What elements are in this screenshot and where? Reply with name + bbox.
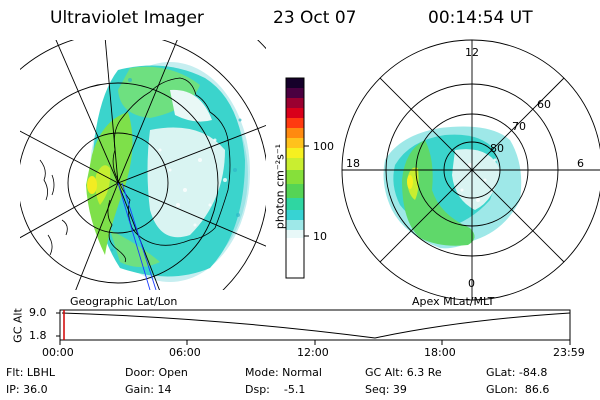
xtick-2359: 23:59 — [553, 346, 585, 359]
info-gc-alt: GC Alt: 6.3 Re — [365, 366, 442, 379]
mlt-label-18: 18 — [346, 157, 360, 170]
colorbar — [285, 77, 309, 279]
altitude-ytick-low: 1.8 — [29, 329, 47, 342]
lat-label-60: 60 — [537, 98, 551, 111]
info-gain: Gain: 14 — [125, 383, 172, 396]
info-door: Door: Open — [125, 366, 188, 379]
polar-image — [341, 39, 600, 301]
info-ip: IP: 36.0 — [6, 383, 48, 396]
info-dsp: Dsp: -5.1 — [245, 383, 306, 396]
xtick-0600: 06:00 — [169, 346, 201, 359]
date-label: 23 Oct 07 — [273, 8, 357, 28]
xtick-1200: 12:00 — [297, 346, 329, 359]
time-label: 00:14:54 UT — [428, 8, 533, 28]
geographic-image — [20, 40, 266, 290]
lat-label-80: 80 — [490, 142, 504, 155]
info-glon: GLon: 86.6 — [486, 383, 550, 396]
mlt-label-12: 12 — [465, 46, 479, 59]
geographic-label: Geographic Lat/Lon — [70, 295, 178, 308]
info-flt: Flt: LBHL — [6, 366, 55, 379]
colorbar-tick-100: 100 — [313, 140, 334, 153]
apex-label: Apex MLat/MLT — [412, 295, 495, 308]
info-glat: GLat: -84.8 — [486, 366, 548, 379]
xtick-1800: 18:00 — [424, 346, 456, 359]
xtick-0000: 00:00 — [42, 346, 74, 359]
mlt-label-0: 0 — [468, 277, 475, 290]
instrument-title: Ultraviolet Imager — [50, 8, 204, 28]
colorbar-tick-10: 10 — [313, 230, 327, 243]
colorbar-unit-label: photon cm⁻²s⁻¹ — [273, 143, 287, 230]
info-mode: Mode: Normal — [245, 366, 322, 379]
mlt-label-6: 6 — [577, 157, 584, 170]
lat-label-70: 70 — [512, 120, 526, 133]
altitude-ylabel: GC Alt — [11, 308, 25, 343]
altitude-plot — [56, 309, 571, 345]
info-seq: Seq: 39 — [365, 383, 407, 396]
altitude-ytick-high: 9.0 — [29, 306, 47, 319]
